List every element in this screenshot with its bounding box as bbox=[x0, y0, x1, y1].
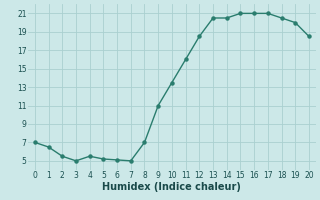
X-axis label: Humidex (Indice chaleur): Humidex (Indice chaleur) bbox=[102, 182, 241, 192]
